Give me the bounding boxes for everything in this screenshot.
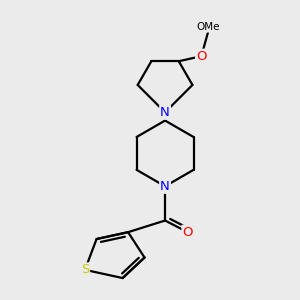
Text: OMe: OMe bbox=[196, 22, 220, 32]
Text: N: N bbox=[160, 180, 170, 193]
Text: O: O bbox=[182, 226, 193, 239]
Text: O: O bbox=[196, 50, 207, 63]
Text: N: N bbox=[160, 106, 170, 119]
Text: S: S bbox=[81, 263, 89, 276]
